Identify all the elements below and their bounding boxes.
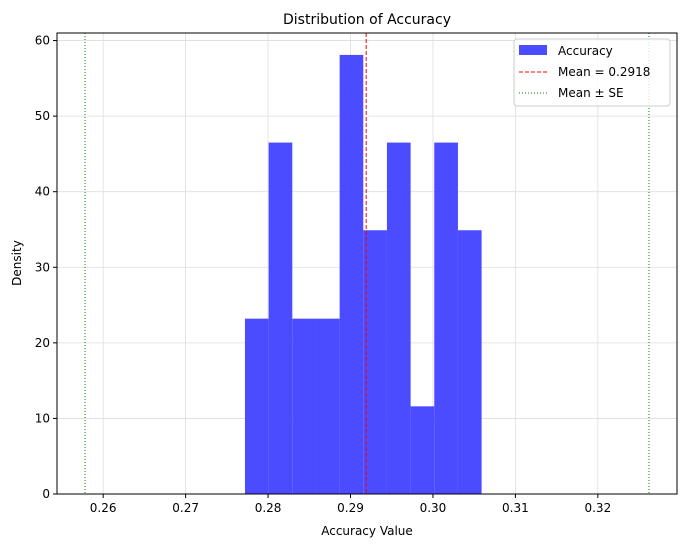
x-tick-label: 0.30 [420,501,447,515]
y-tick-label: 0 [42,487,50,501]
y-tick-label: 30 [35,260,50,274]
x-tick-label: 0.26 [90,501,117,515]
reference-lines [84,33,650,494]
legend-label-se: Mean ± SE [558,86,624,100]
legend-label-accuracy: Accuracy [558,44,613,58]
histogram-bar [339,54,364,495]
y-tick-label: 20 [35,336,50,350]
x-tick-label: 0.27 [172,501,199,515]
histogram-bar [386,142,411,494]
histogram-bar [244,318,269,494]
histogram-bar [315,318,340,494]
x-axis-label: Accuracy Value [321,524,413,538]
bars [244,54,482,495]
y-axis-ticks: 0 10 20 30 40 50 60 [35,34,57,501]
x-tick-label: 0.28 [255,501,282,515]
histogram-bar [292,318,316,494]
legend-swatch-accuracy [519,45,547,55]
y-tick-label: 10 [35,411,50,425]
y-tick-label: 60 [35,34,50,48]
x-tick-label: 0.32 [584,501,611,515]
histogram-bar [268,142,293,494]
plot-frame [56,32,678,495]
y-axis-label: Density [10,240,24,286]
histogram-bar [457,230,482,494]
chart-title: Distribution of Accuracy [283,12,451,28]
histogram-bar [363,230,387,494]
y-tick-label: 40 [35,185,50,199]
y-tick-label: 50 [35,109,50,123]
histogram-bar [434,142,458,494]
x-tick-label: 0.29 [337,501,364,515]
x-axis-ticks: 0.26 0.27 0.28 0.29 0.30 0.31 0.32 [90,494,611,515]
histogram-bar [410,406,435,494]
legend: Accuracy Mean = 0.2918 Mean ± SE [513,38,671,107]
legend-label-mean: Mean = 0.2918 [558,65,650,79]
legend-box [513,38,671,107]
x-tick-label: 0.31 [502,501,529,515]
